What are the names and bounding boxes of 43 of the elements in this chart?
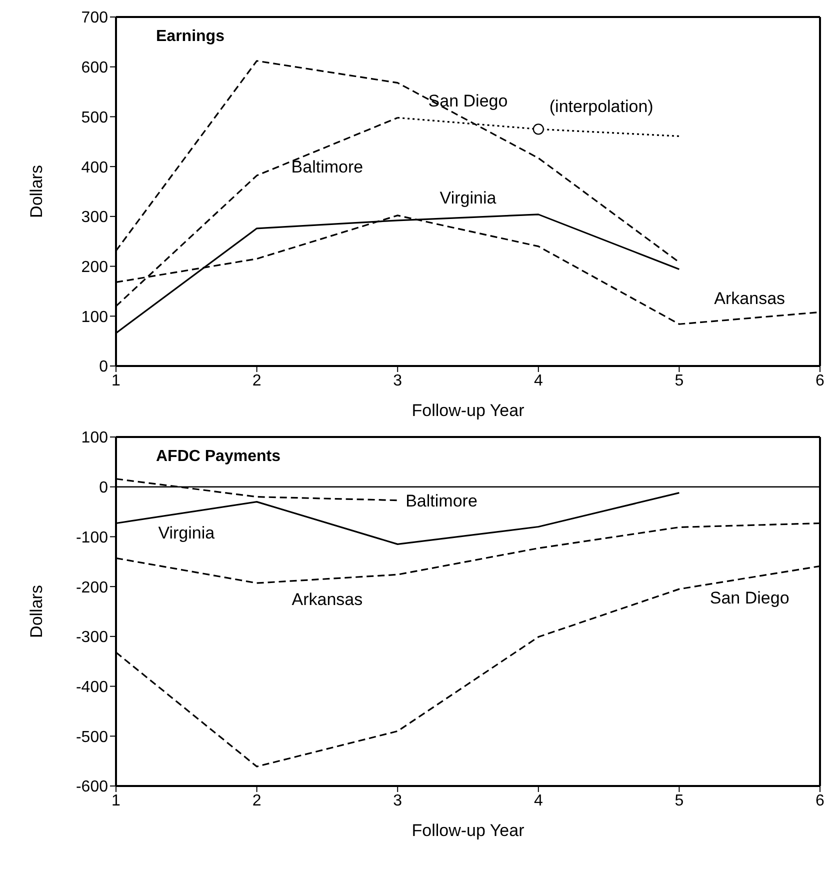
- series-label: San Diego: [710, 588, 790, 608]
- y-tick-label: -100: [76, 529, 108, 546]
- y-tick-label: 0: [99, 358, 108, 376]
- series-label: Baltimore: [406, 491, 478, 510]
- text: AFDC Payments: [156, 448, 280, 466]
- x-tick-label: 3: [393, 792, 402, 810]
- series-label: Baltimore: [291, 158, 364, 177]
- y-tick-label: -500: [76, 728, 108, 746]
- y-tick-label: 300: [81, 209, 108, 226]
- y-tick-label: -200: [76, 579, 108, 596]
- annotation: (interpolation): [549, 97, 654, 116]
- y-tick-label: 700: [81, 10, 108, 27]
- y-tick-label: 0: [99, 480, 108, 497]
- series-label: Virginia: [158, 524, 216, 543]
- y-tick-label: 600: [81, 60, 108, 77]
- x-tick-label: 1: [112, 372, 121, 390]
- x-tick-label: 2: [252, 372, 262, 390]
- y-tick-label: 100: [81, 308, 108, 326]
- y-tick-label: 400: [81, 159, 108, 176]
- series-label: Arkansas: [292, 590, 363, 609]
- y-tick-label: 500: [81, 109, 108, 126]
- x-tick-label: 3: [393, 372, 402, 390]
- x-tick-label: 5: [674, 372, 684, 390]
- x-tick-label: 4: [534, 792, 543, 810]
- y-axis-title: Dollars: [27, 165, 46, 218]
- x-axis-title: Follow-up Year: [412, 821, 525, 840]
- series-label: San Diego: [428, 91, 508, 110]
- x-tick-label: 2: [252, 792, 262, 810]
- x-tick-label: 1: [112, 792, 121, 810]
- y-tick-label: -400: [76, 678, 108, 696]
- series-label: Virginia: [440, 188, 497, 208]
- text: Earnings: [156, 28, 224, 46]
- x-tick-label: 6: [816, 792, 825, 810]
- y-tick-label: -600: [76, 778, 108, 796]
- y-tick-label: -300: [76, 629, 108, 646]
- x-tick-label: 4: [534, 372, 543, 390]
- series-label: Arkansas: [714, 289, 786, 308]
- y-tick-label: 200: [81, 258, 108, 276]
- y-axis-title: Dollars: [27, 585, 46, 638]
- x-tick-label: 5: [674, 792, 684, 810]
- y-tick-label: 100: [81, 430, 108, 447]
- x-axis-title: Follow-up Year: [412, 401, 525, 420]
- x-tick-label: 6: [816, 372, 825, 390]
